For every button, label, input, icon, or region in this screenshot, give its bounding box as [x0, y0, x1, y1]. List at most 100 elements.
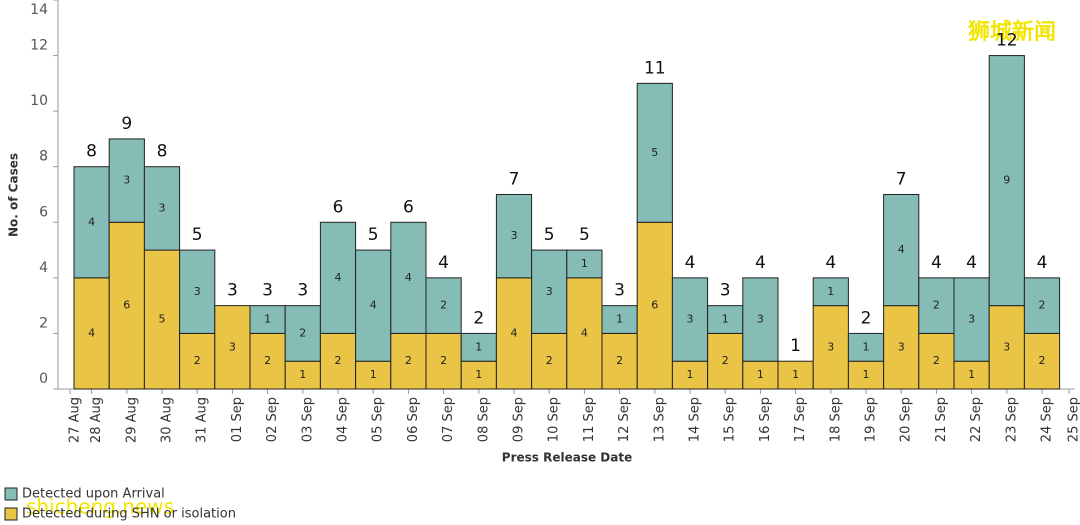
segment-label: 2 [1039, 299, 1046, 312]
segment-label: 2 [405, 354, 412, 367]
segment-label: 1 [757, 368, 764, 381]
x-tick-label: 22 Sep [969, 397, 984, 442]
segment-label: 2 [616, 354, 623, 367]
segment-label: 1 [475, 340, 482, 353]
segment-label: 4 [88, 215, 95, 228]
segment-label: 4 [511, 326, 518, 339]
total-label: 3 [262, 281, 273, 301]
bar-segment [918, 277, 955, 334]
y-tick-label: 2 [39, 315, 48, 331]
x-tick-label: 16 Sep [758, 397, 773, 442]
total-label: 4 [1037, 253, 1048, 273]
x-tick-label: 30 Aug [160, 397, 175, 443]
legend-label: Detected upon Arrival [22, 487, 165, 502]
bar-segment [566, 277, 603, 390]
total-label: 4 [931, 253, 942, 273]
bar-segment [777, 360, 814, 390]
segment-label: 2 [546, 354, 553, 367]
total-label: 1 [790, 336, 801, 356]
segment-label: 4 [335, 271, 342, 284]
total-label: 8 [157, 142, 168, 162]
segment-label: 1 [792, 368, 799, 381]
bar-segment [671, 360, 709, 390]
segment-label: 1 [968, 368, 975, 381]
total-label: 8 [86, 142, 97, 162]
segment-label: 2 [440, 354, 447, 367]
total-label: 5 [192, 225, 203, 245]
total-label: 4 [966, 253, 977, 273]
bar-segment [988, 305, 1025, 390]
segment-label: 1 [264, 313, 271, 326]
y-axis-title: No. of Cases [7, 153, 21, 237]
total-label: 2 [473, 308, 484, 328]
total-label: 3 [720, 281, 731, 301]
x-tick-label: 28 Aug [89, 397, 104, 443]
x-tick-label: 20 Sep [899, 397, 914, 442]
segment-label: 6 [651, 299, 658, 312]
segment-label: 1 [475, 368, 482, 381]
bar-segment [707, 332, 744, 390]
segment-label: 3 [511, 229, 518, 242]
segment-label: 4 [88, 326, 95, 339]
segment-label: 9 [1003, 174, 1010, 187]
x-tick-label: 21 Sep [934, 397, 949, 442]
segment-label: 1 [616, 313, 623, 326]
bar-segment [742, 277, 779, 362]
bar-segment [1023, 332, 1061, 390]
total-label: 4 [438, 253, 449, 273]
segment-label: 3 [229, 340, 236, 353]
legend-swatch [4, 507, 18, 521]
total-label: 4 [755, 253, 766, 273]
bar-segment [425, 332, 462, 390]
segment-label: 1 [299, 368, 306, 381]
segment-label: 3 [968, 313, 975, 326]
total-label: 5 [544, 225, 555, 245]
segment-label: 3 [898, 340, 905, 353]
y-tick-label: 10 [30, 93, 48, 109]
segment-label: 2 [933, 299, 940, 312]
segment-label: 6 [123, 299, 130, 312]
x-tick-label: 07 Sep [441, 397, 456, 442]
segment-label: 3 [546, 285, 553, 298]
watermark: shicheng.news [26, 495, 174, 519]
segment-label: 1 [370, 368, 377, 381]
total-label: 3 [614, 281, 625, 301]
total-label: 2 [861, 308, 872, 328]
bar-segment [566, 249, 603, 279]
y-tick-label: 8 [39, 149, 48, 165]
bar-segment [495, 194, 533, 279]
segment-label: 5 [159, 313, 166, 326]
x-tick-label: 12 Sep [617, 397, 632, 442]
total-label: 5 [579, 225, 590, 245]
bar-segment [284, 305, 321, 362]
x-tick-label: 14 Sep [688, 397, 703, 442]
segment-label: 3 [194, 285, 201, 298]
total-label: 6 [333, 197, 344, 217]
x-tick-label: 08 Sep [476, 397, 491, 442]
total-label: 11 [644, 58, 666, 78]
bar-segment [143, 166, 181, 251]
segment-label: 4 [370, 299, 377, 312]
bar-segment [319, 221, 357, 334]
segment-label: 2 [299, 326, 306, 339]
bar-segment [918, 332, 955, 390]
x-tick-label: 23 Sep [1004, 397, 1019, 442]
bar-segment [847, 332, 885, 362]
bar-segment [707, 305, 744, 334]
bar-segment [742, 360, 779, 390]
x-axis-title: Press Release Date [502, 451, 632, 465]
segment-label: 2 [264, 354, 271, 367]
x-tick-label: 13 Sep [652, 397, 667, 442]
x-tick-label: 04 Sep [336, 397, 351, 442]
x-tick-label: 10 Sep [547, 397, 562, 442]
segment-label: 2 [933, 354, 940, 367]
x-tick-label: 06 Sep [406, 397, 421, 442]
x-tick-label: 15 Sep [723, 397, 738, 442]
segment-label: 1 [827, 285, 834, 298]
y-tick-label: 0 [39, 371, 48, 387]
x-tick-label: 27 Aug [68, 397, 83, 443]
y-tick-label: 14 [30, 2, 48, 18]
y-tick-label: 12 [30, 38, 48, 54]
bar-segment [108, 138, 145, 223]
